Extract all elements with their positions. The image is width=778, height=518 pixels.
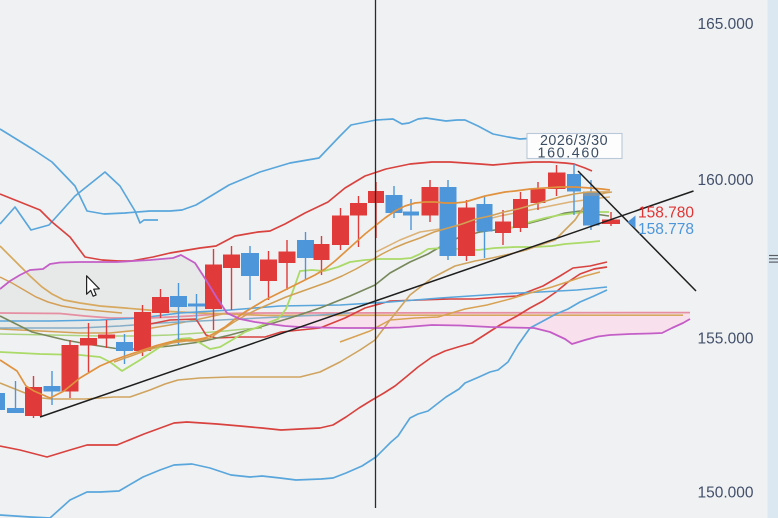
svg-text:160.000: 160.000 [697, 172, 753, 189]
svg-text:158.778: 158.778 [638, 221, 694, 238]
svg-text:165.000: 165.000 [697, 16, 753, 33]
svg-text:150.000: 150.000 [697, 485, 753, 502]
svg-text:155.000: 155.000 [697, 331, 753, 348]
svg-text:158.780: 158.780 [638, 205, 694, 222]
svg-text:2026/3/30: 2026/3/30 [540, 133, 608, 149]
svg-text:160.460: 160.460 [538, 145, 601, 161]
